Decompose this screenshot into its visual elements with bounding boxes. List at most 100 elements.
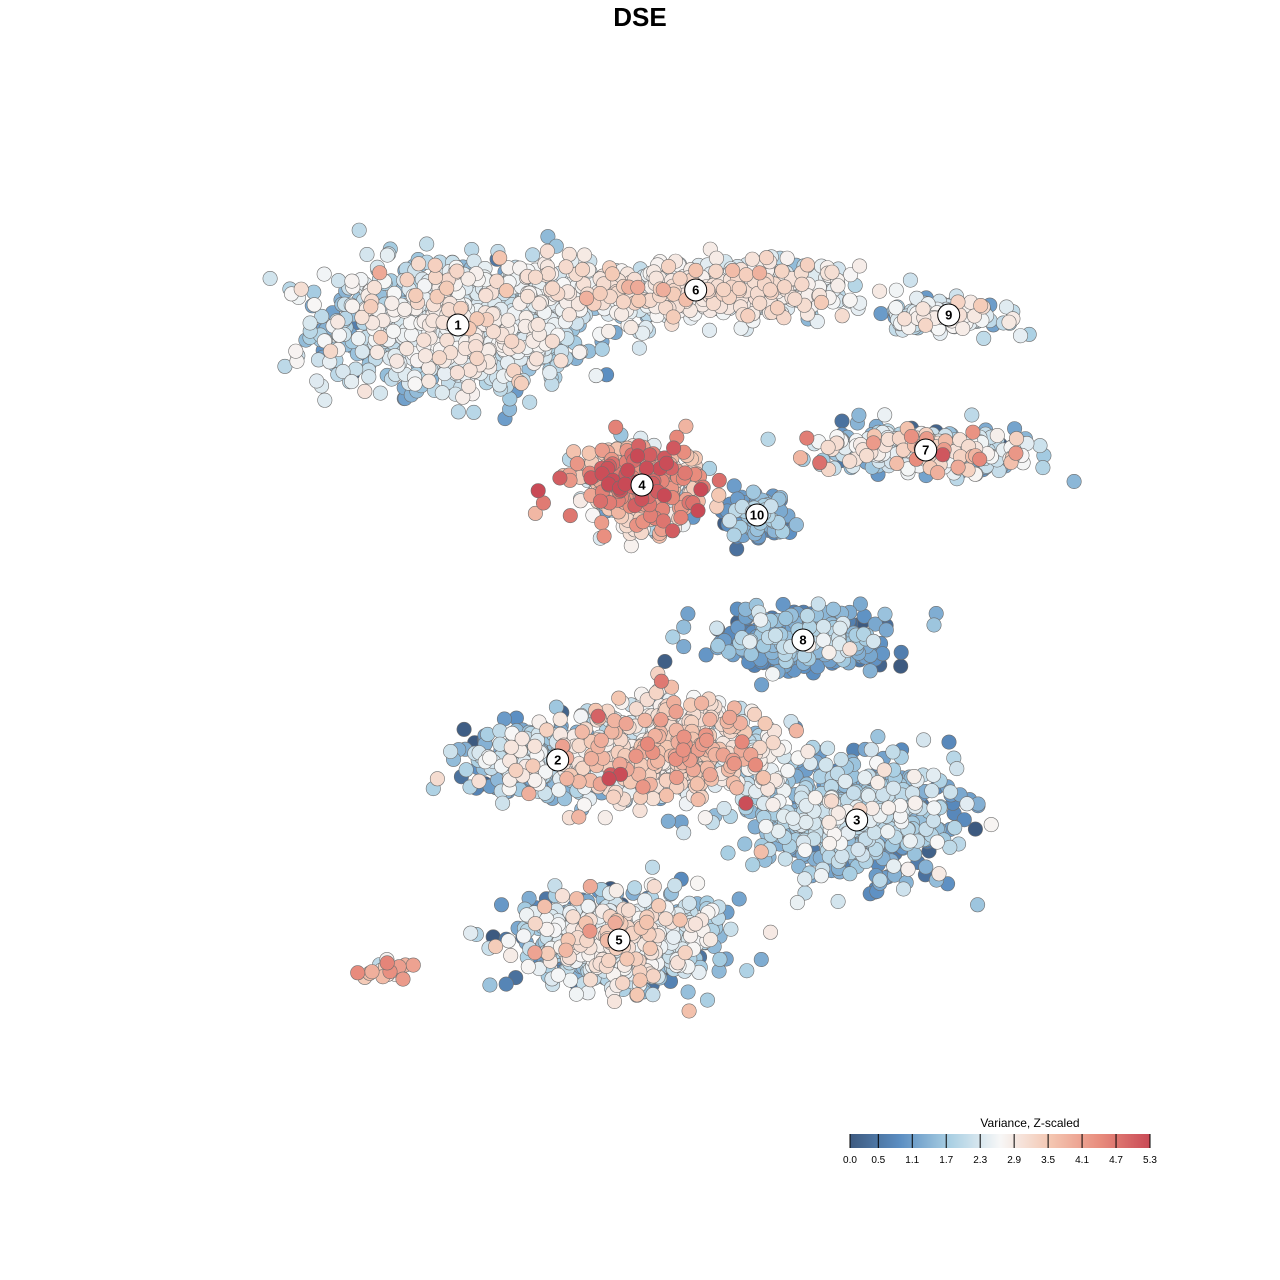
data-point (816, 619, 832, 635)
data-point (842, 866, 858, 882)
data-point (627, 880, 643, 896)
data-point (983, 817, 999, 833)
data-point (361, 369, 377, 385)
data-point (731, 891, 747, 907)
data-point (421, 373, 437, 389)
data-point (384, 295, 400, 311)
data-point (540, 229, 556, 245)
data-point (721, 513, 737, 529)
data-point (389, 353, 405, 369)
data-point (893, 658, 909, 674)
data-point (708, 250, 724, 266)
data-point (824, 264, 840, 280)
data-point (880, 824, 896, 840)
data-point (799, 608, 815, 624)
data-point (397, 301, 413, 317)
data-point (959, 796, 975, 812)
data-point (522, 394, 538, 410)
data-point (846, 785, 862, 801)
data-point (316, 266, 332, 282)
data-point (357, 383, 373, 399)
data-point (742, 634, 758, 650)
data-point (878, 622, 894, 638)
data-point (698, 647, 714, 663)
data-point (1035, 460, 1051, 476)
data-point (699, 992, 715, 1008)
data-point (830, 893, 846, 909)
data-point (888, 282, 904, 298)
data-point (456, 721, 472, 737)
data-point (745, 484, 761, 500)
data-point (800, 744, 816, 760)
data-point (503, 739, 519, 755)
data-point (851, 407, 867, 423)
data-point (631, 340, 647, 356)
data-point (1032, 438, 1048, 454)
data-point (926, 800, 942, 816)
data-point (680, 606, 696, 622)
data-point (852, 258, 868, 274)
data-point (720, 845, 736, 861)
data-point (744, 251, 760, 267)
data-point (530, 317, 546, 333)
data-point (753, 951, 769, 967)
data-point (697, 810, 713, 826)
data-point (434, 385, 450, 401)
data-point (862, 663, 878, 679)
data-point (547, 878, 563, 894)
data-point (702, 931, 718, 947)
data-point (807, 790, 823, 806)
chart-title: DSE (613, 2, 667, 32)
data-point (916, 732, 932, 748)
data-point (739, 963, 755, 979)
data-point (344, 273, 360, 289)
data-point (331, 327, 347, 343)
data-point (723, 921, 739, 937)
data-point (820, 740, 836, 756)
data-point (529, 351, 545, 367)
data-point (419, 236, 435, 252)
data-point (588, 368, 604, 384)
data-point (918, 859, 934, 875)
data-point (753, 612, 769, 628)
data-point (813, 868, 829, 884)
data-point (351, 222, 367, 238)
data-point (902, 833, 918, 849)
data-point (895, 881, 911, 897)
data-point (765, 797, 781, 813)
data-point (877, 606, 893, 622)
data-point (681, 895, 697, 911)
data-point (760, 431, 776, 447)
data-point (461, 378, 477, 394)
data-point (344, 298, 360, 314)
data-point (788, 517, 804, 533)
data-point (594, 341, 610, 357)
data-point (925, 813, 941, 829)
data-point (870, 775, 886, 791)
data-point (949, 761, 965, 777)
data-point (833, 751, 849, 767)
data-point (863, 742, 879, 758)
data-point (416, 332, 432, 348)
data-point (385, 323, 401, 339)
data-point (834, 848, 850, 864)
data-point (832, 620, 848, 636)
data-point (644, 859, 660, 875)
data-point (885, 780, 901, 796)
data-point (745, 857, 761, 873)
data-point (872, 283, 888, 299)
data-point (767, 627, 783, 643)
data-point (645, 987, 661, 1003)
data-point (606, 993, 622, 1009)
data-point (676, 619, 692, 635)
data-point (369, 344, 385, 360)
data-point (798, 814, 814, 830)
data-point (637, 892, 653, 908)
data-point (1001, 314, 1017, 330)
data-point (516, 928, 532, 944)
data-point (550, 967, 566, 983)
data-point (893, 644, 909, 660)
data-point (870, 729, 886, 745)
data-point (348, 361, 364, 377)
data-point (306, 284, 322, 300)
